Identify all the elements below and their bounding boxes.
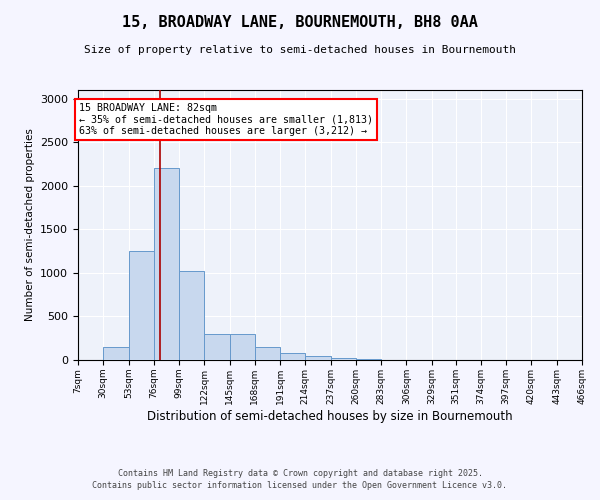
Bar — [103, 347, 128, 360]
Bar — [255, 347, 280, 360]
Bar — [305, 356, 331, 360]
Bar — [230, 334, 255, 360]
Bar — [154, 168, 179, 360]
Text: 15 BROADWAY LANE: 82sqm
← 35% of semi-detached houses are smaller (1,813)
63% of: 15 BROADWAY LANE: 82sqm ← 35% of semi-de… — [79, 103, 373, 136]
Y-axis label: Number of semi-detached properties: Number of semi-detached properties — [25, 128, 35, 322]
Bar — [128, 251, 154, 360]
Text: Contains HM Land Registry data © Crown copyright and database right 2025.
Contai: Contains HM Land Registry data © Crown c… — [92, 468, 508, 490]
Text: Size of property relative to semi-detached houses in Bournemouth: Size of property relative to semi-detach… — [84, 45, 516, 55]
Bar — [331, 358, 356, 360]
Text: 15, BROADWAY LANE, BOURNEMOUTH, BH8 0AA: 15, BROADWAY LANE, BOURNEMOUTH, BH8 0AA — [122, 15, 478, 30]
Bar — [280, 354, 305, 360]
X-axis label: Distribution of semi-detached houses by size in Bournemouth: Distribution of semi-detached houses by … — [147, 410, 513, 422]
Bar — [356, 359, 381, 360]
Bar — [204, 334, 230, 360]
Bar — [179, 271, 204, 360]
